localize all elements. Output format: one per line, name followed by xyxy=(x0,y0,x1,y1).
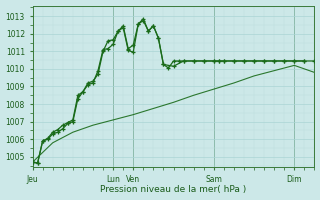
X-axis label: Pression niveau de la mer( hPa ): Pression niveau de la mer( hPa ) xyxy=(100,185,247,194)
